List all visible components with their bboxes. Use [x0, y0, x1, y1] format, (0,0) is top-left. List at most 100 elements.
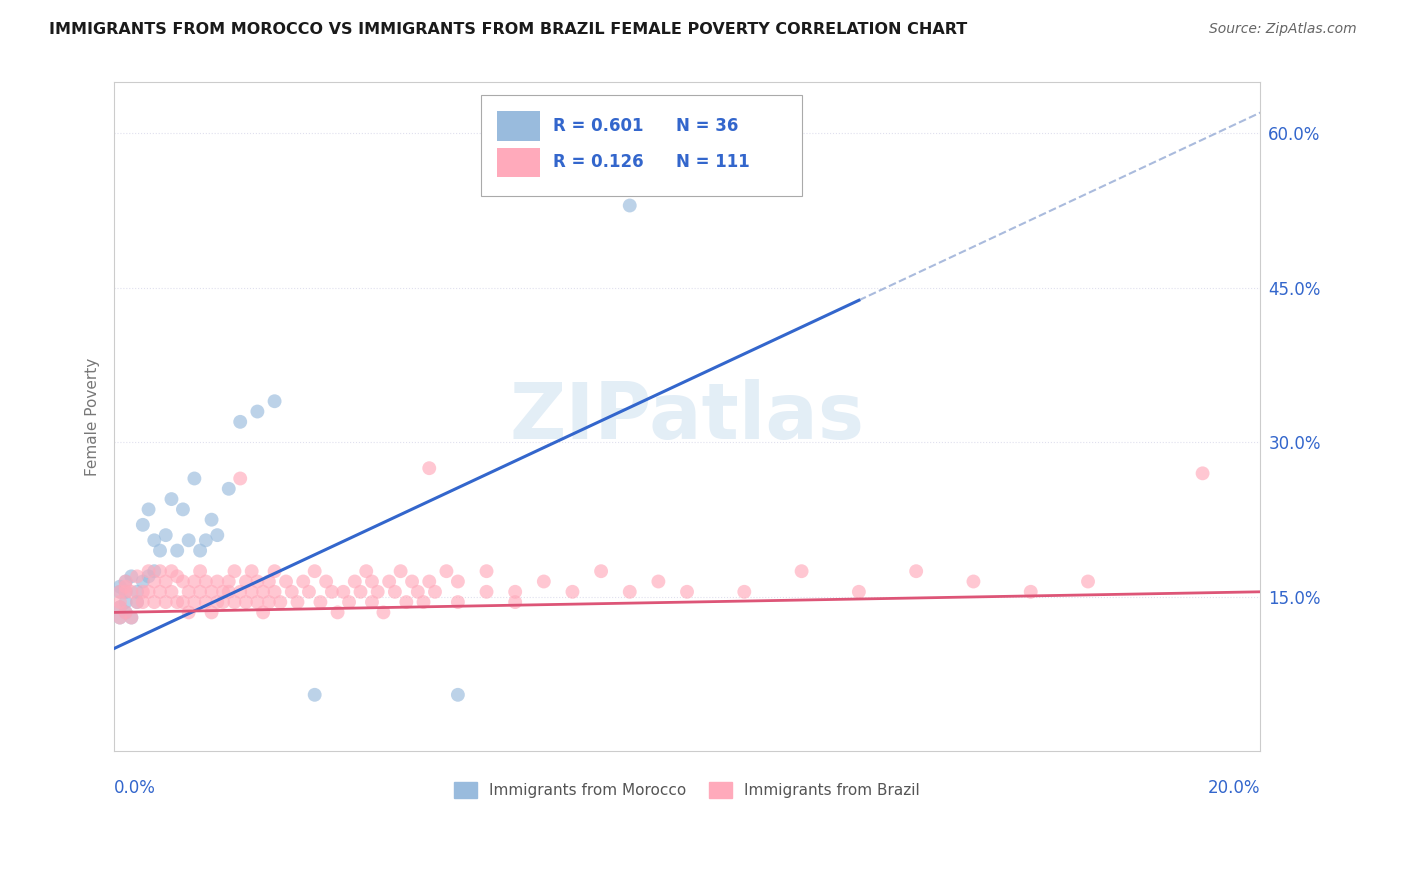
Text: IMMIGRANTS FROM MOROCCO VS IMMIGRANTS FROM BRAZIL FEMALE POVERTY CORRELATION CHA: IMMIGRANTS FROM MOROCCO VS IMMIGRANTS FR…: [49, 22, 967, 37]
Point: [207, 574, 229, 589]
Point: [114, 584, 136, 599]
Point: [235, 574, 257, 589]
Point: [114, 606, 136, 620]
Point: [143, 533, 166, 548]
Point: [326, 606, 349, 620]
Point: [138, 564, 160, 578]
Point: [160, 584, 183, 599]
Point: [108, 595, 131, 609]
Point: [132, 574, 155, 589]
Point: [475, 584, 498, 599]
Point: [418, 461, 440, 475]
Legend: Immigrants from Morocco, Immigrants from Brazil: Immigrants from Morocco, Immigrants from…: [449, 776, 927, 804]
Text: R = 0.126: R = 0.126: [553, 153, 644, 171]
Point: [218, 574, 240, 589]
Point: [108, 610, 131, 624]
Point: [361, 574, 384, 589]
Point: [188, 564, 211, 578]
Point: [384, 584, 406, 599]
Point: [224, 595, 246, 609]
Point: [149, 584, 172, 599]
Text: ZIPatlas: ZIPatlas: [509, 379, 865, 455]
Point: [120, 610, 142, 624]
Point: [108, 600, 131, 615]
Point: [194, 533, 217, 548]
FancyBboxPatch shape: [496, 112, 540, 141]
Point: [447, 574, 470, 589]
Point: [263, 584, 285, 599]
Point: [257, 595, 280, 609]
Point: [367, 584, 389, 599]
Point: [962, 574, 984, 589]
Point: [561, 584, 583, 599]
Point: [401, 574, 423, 589]
Point: [503, 584, 526, 599]
Point: [207, 528, 229, 542]
Point: [436, 564, 458, 578]
Point: [160, 564, 183, 578]
Text: N = 36: N = 36: [675, 117, 738, 135]
Point: [183, 471, 205, 485]
Point: [274, 574, 297, 589]
Point: [166, 569, 188, 583]
Point: [172, 595, 194, 609]
Text: 0.0%: 0.0%: [114, 780, 156, 797]
Point: [676, 584, 699, 599]
Point: [172, 574, 194, 589]
Point: [155, 595, 177, 609]
Point: [127, 595, 149, 609]
Point: [619, 584, 641, 599]
Point: [1077, 574, 1099, 589]
Point: [337, 595, 360, 609]
Point: [149, 564, 172, 578]
Point: [149, 543, 172, 558]
Point: [309, 595, 332, 609]
Point: [200, 606, 222, 620]
Point: [298, 584, 321, 599]
Point: [733, 584, 755, 599]
Point: [281, 584, 304, 599]
Point: [143, 595, 166, 609]
Point: [447, 595, 470, 609]
Point: [138, 584, 160, 599]
Point: [143, 574, 166, 589]
Point: [354, 564, 377, 578]
Text: Source: ZipAtlas.com: Source: ZipAtlas.com: [1209, 22, 1357, 37]
Point: [321, 584, 343, 599]
Point: [1019, 584, 1042, 599]
Text: N = 111: N = 111: [675, 153, 749, 171]
Point: [127, 584, 149, 599]
Point: [207, 595, 229, 609]
Point: [120, 584, 142, 599]
Point: [252, 584, 274, 599]
Point: [349, 584, 371, 599]
Point: [905, 564, 928, 578]
Point: [194, 574, 217, 589]
Point: [108, 584, 131, 599]
Point: [790, 564, 813, 578]
Text: R = 0.601: R = 0.601: [553, 117, 644, 135]
Point: [138, 569, 160, 583]
Point: [200, 584, 222, 599]
Point: [373, 606, 395, 620]
Point: [143, 564, 166, 578]
Point: [177, 533, 200, 548]
Point: [591, 564, 613, 578]
Point: [132, 584, 155, 599]
Point: [188, 584, 211, 599]
Point: [304, 564, 326, 578]
Point: [475, 564, 498, 578]
Point: [343, 574, 366, 589]
Point: [127, 595, 149, 609]
Point: [1191, 467, 1213, 481]
Point: [166, 595, 188, 609]
Point: [395, 595, 418, 609]
Point: [240, 564, 263, 578]
Point: [229, 584, 252, 599]
Point: [229, 471, 252, 485]
Point: [378, 574, 401, 589]
Point: [155, 574, 177, 589]
Point: [172, 502, 194, 516]
Point: [108, 580, 131, 594]
Point: [423, 584, 446, 599]
